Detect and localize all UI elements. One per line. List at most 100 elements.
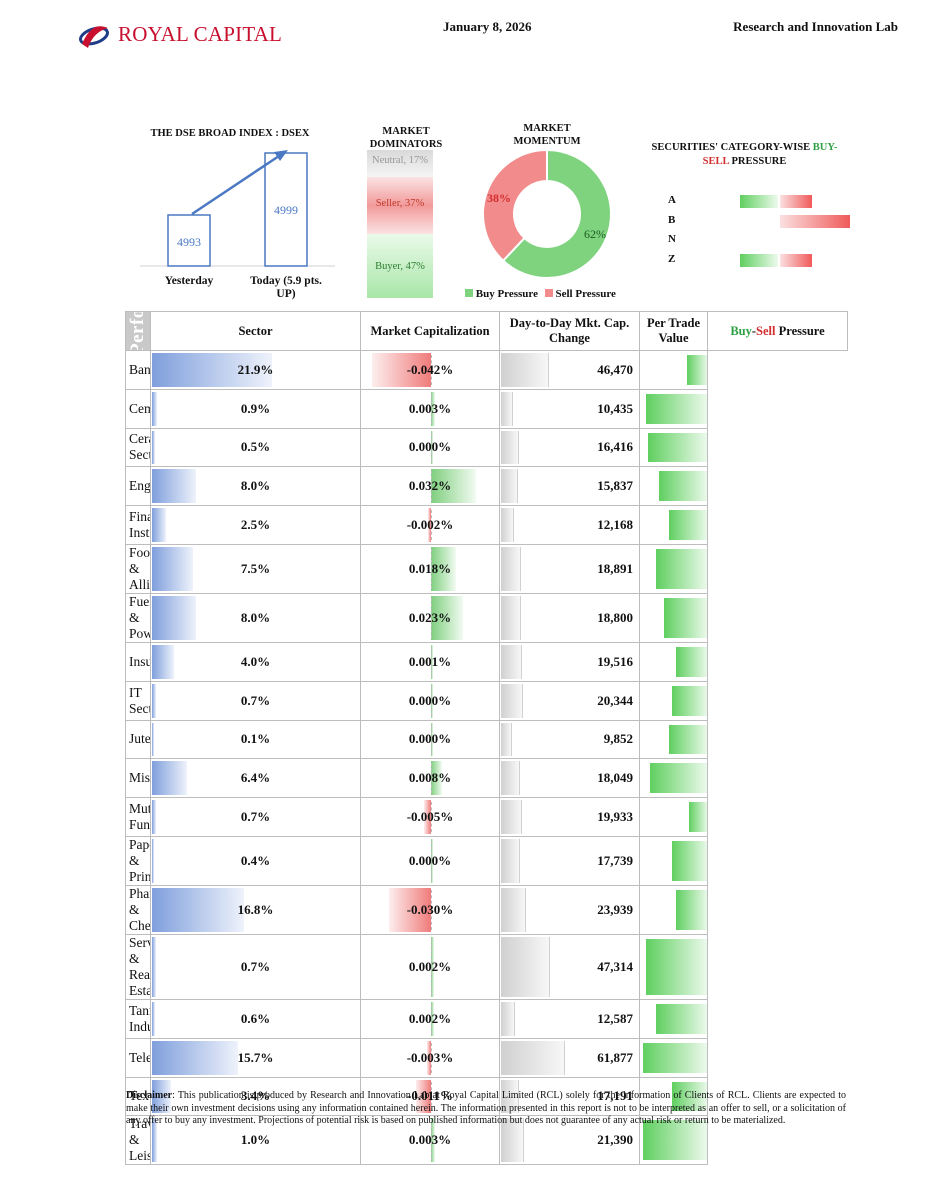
buysell-cell bbox=[639, 758, 708, 799]
change-value: 0.003% bbox=[408, 1132, 452, 1148]
royal-capital-logo-icon bbox=[79, 26, 109, 48]
ptv-value: 47,314 bbox=[597, 958, 633, 974]
ptv-cell: 18,800 bbox=[499, 592, 640, 643]
change-axis bbox=[431, 938, 432, 995]
mcap-value: 8.0% bbox=[240, 478, 271, 494]
change-cell: 0.000% bbox=[360, 719, 500, 760]
change-bar bbox=[431, 546, 457, 591]
category-sell-bar bbox=[780, 214, 850, 228]
table-row: Textile 3.4% -0.011% 17,191 bbox=[125, 1076, 848, 1117]
buy-pressure-bar bbox=[659, 471, 707, 502]
ptv-bar bbox=[501, 800, 523, 834]
sector-name: Services & Real Estate bbox=[125, 933, 151, 1000]
buysell-cell bbox=[639, 719, 708, 760]
dsex-yesterday-bar bbox=[167, 214, 211, 267]
sector-table: Today's Market Performance : Bullish Sec… bbox=[125, 311, 848, 1166]
change-axis bbox=[431, 646, 432, 677]
mcap-cell: 8.0% bbox=[150, 466, 361, 507]
ptv-bar bbox=[501, 887, 527, 932]
lab-name: Research and Innovation Lab bbox=[733, 19, 898, 34]
table-row: Pharmaceuticals & Chemicals 16.8% -0.030… bbox=[125, 884, 848, 935]
sector-name: Mutual Funds bbox=[125, 797, 151, 837]
buy-pressure-bar bbox=[675, 646, 707, 677]
change-value: -0.042% bbox=[406, 361, 454, 377]
change-axis bbox=[431, 840, 432, 881]
buysell-cell bbox=[639, 543, 708, 594]
table-row: Fuel & Power 8.0% 0.023% 18,800 bbox=[125, 592, 848, 643]
buysell-cell bbox=[639, 388, 708, 429]
ptv-cell: 61,877 bbox=[499, 1037, 640, 1078]
table-row: Tannery Industries 0.6% 0.002% 12,587 bbox=[125, 998, 848, 1039]
sector-name: Food & Allied bbox=[125, 543, 151, 594]
mcap-cell: 2.5% bbox=[150, 505, 361, 545]
sector-name: Jute bbox=[125, 719, 151, 760]
ptv-cell: 12,168 bbox=[499, 505, 640, 545]
change-bar bbox=[428, 508, 431, 542]
category-sell-bar bbox=[780, 195, 812, 208]
ptv-bar bbox=[501, 936, 551, 997]
dominators-stack: Neutral, 17% Seller, 37% Buyer, 47% bbox=[367, 150, 433, 298]
dsex-up-arrow bbox=[191, 152, 283, 216]
legend-sell-label: Sell Pressure bbox=[555, 288, 616, 300]
change-bar bbox=[431, 1118, 436, 1163]
category-row: Z bbox=[660, 252, 860, 268]
col-buysell-dash: - bbox=[751, 323, 757, 338]
mcap-bar bbox=[152, 936, 156, 997]
table-row: Mutual Funds 0.7% -0.005% 19,933 bbox=[125, 797, 848, 837]
change-cell: -0.005% bbox=[360, 797, 500, 837]
change-axis bbox=[431, 1081, 432, 1112]
ptv-cell: 18,891 bbox=[499, 543, 640, 594]
mcap-value: 6.4% bbox=[240, 770, 271, 786]
legend-buy-label: Buy Pressure bbox=[475, 288, 538, 300]
ptv-value: 15,837 bbox=[597, 478, 633, 494]
ptv-value: 12,587 bbox=[597, 1010, 633, 1026]
ptv-value: 10,435 bbox=[597, 400, 633, 416]
mcap-bar bbox=[152, 469, 196, 504]
mcap-bar bbox=[152, 683, 156, 718]
ptv-cell: 23,939 bbox=[499, 884, 640, 935]
mcap-value: 15.7% bbox=[237, 1049, 274, 1065]
sector-name: Engineering bbox=[125, 466, 151, 507]
mcap-value: 2.5% bbox=[240, 517, 271, 533]
ptv-bar bbox=[501, 722, 512, 757]
change-bar bbox=[424, 800, 431, 834]
change-bar bbox=[372, 353, 431, 387]
buysell-cell bbox=[639, 933, 708, 1000]
dominators-seller-label: Seller, 37% bbox=[375, 198, 425, 209]
category-title-part1: SECURITIES' CATEGORY-WISE bbox=[651, 142, 813, 153]
change-bar bbox=[426, 1040, 431, 1075]
ptv-bar bbox=[501, 430, 519, 465]
change-cell: 0.002% bbox=[360, 998, 500, 1039]
category-row: B bbox=[660, 213, 860, 229]
ptv-cell: 15,837 bbox=[499, 466, 640, 507]
category-title-part2: PRESSURE bbox=[728, 156, 787, 167]
buysell-cell bbox=[639, 505, 708, 545]
buysell-cell bbox=[639, 466, 708, 507]
sector-name: IT Sector bbox=[125, 680, 151, 721]
ptv-bar bbox=[501, 391, 513, 426]
sector-name: Financial Institutions bbox=[125, 505, 151, 545]
sector-name: Ceramics Sector bbox=[125, 427, 151, 468]
change-axis bbox=[431, 597, 432, 638]
buy-pressure-bar bbox=[669, 510, 707, 540]
mcap-bar bbox=[152, 508, 166, 542]
mcap-value: 7.5% bbox=[240, 560, 271, 576]
table-row: Insurance 4.0% 0.001% 19,516 bbox=[125, 641, 848, 682]
change-cell: 0.008% bbox=[360, 758, 500, 799]
legend-buy-swatch bbox=[465, 289, 473, 297]
mcap-bar bbox=[152, 391, 157, 426]
dsex-title: THE DSE BROAD INDEX : DSEX bbox=[150, 128, 310, 139]
mcap-value: 8.0% bbox=[240, 609, 271, 625]
change-cell: -0.003% bbox=[360, 1037, 500, 1078]
change-axis bbox=[431, 355, 432, 385]
ptv-cell: 46,470 bbox=[499, 350, 640, 390]
mcap-bar bbox=[152, 430, 155, 465]
sector-name: Tannery Industries bbox=[125, 998, 151, 1039]
ptv-cell: 47,314 bbox=[499, 933, 640, 1000]
ptv-value: 18,891 bbox=[597, 560, 633, 576]
ptv-value: 18,049 bbox=[597, 770, 633, 786]
change-bar bbox=[389, 887, 431, 932]
mcap-bar bbox=[152, 353, 272, 387]
buy-pressure-bar bbox=[643, 1042, 707, 1073]
ptv-cell: 17,191 bbox=[499, 1076, 640, 1117]
